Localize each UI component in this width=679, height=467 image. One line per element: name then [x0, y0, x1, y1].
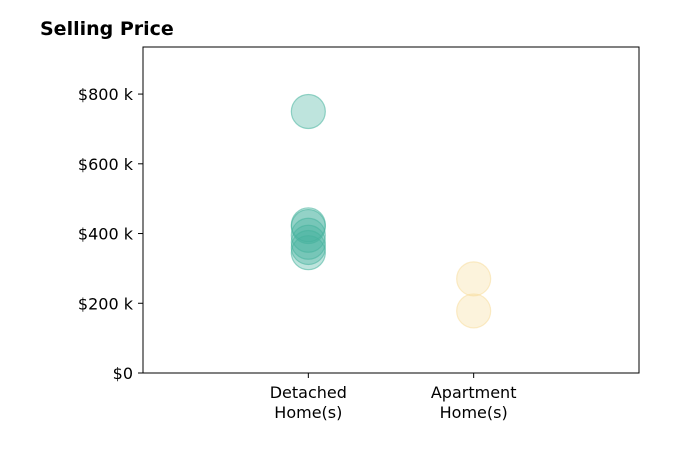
data-point [290, 208, 326, 245]
x-tick-label-line: Home(s) [274, 403, 342, 422]
x-axis: Detached Home(s)Apartment Home(s) [270, 373, 517, 422]
y-tick-label: $800 k [78, 85, 134, 104]
data-point [456, 293, 492, 329]
plot-area [142, 46, 640, 374]
data-point [456, 261, 492, 297]
x-tick-label-line: Detached [270, 383, 347, 402]
x-tick-label-line: Home(s) [440, 403, 508, 422]
data-point [290, 235, 326, 271]
y-tick-label: $400 k [78, 225, 134, 244]
data-points [290, 93, 492, 329]
y-tick-label: $0 [113, 364, 133, 383]
x-tick-label: Detached Home(s) [270, 383, 347, 422]
y-tick-label: $200 k [78, 294, 134, 313]
data-point [290, 229, 326, 266]
x-tick-label: Apartment Home(s) [431, 383, 517, 422]
y-axis: $0 $200 k $400 k $600 k $800 k [78, 85, 143, 383]
plot-border [142, 46, 640, 374]
y-tick-label: $600 k [78, 155, 134, 174]
data-point [290, 93, 326, 130]
x-tick-label-line: Apartment [431, 383, 517, 402]
data-point [290, 224, 326, 260]
chart-title: Selling Price [40, 18, 174, 40]
